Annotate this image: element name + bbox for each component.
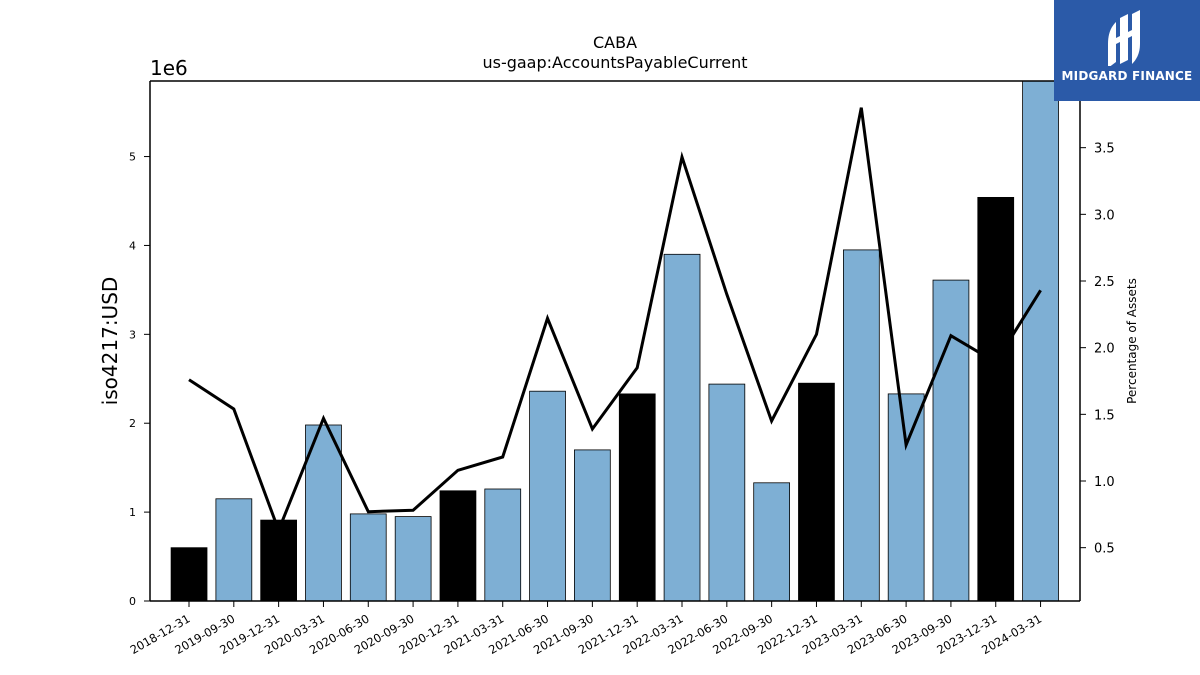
y-offset-label: 1e6 bbox=[150, 56, 188, 80]
bar-2020-09-30 bbox=[394, 516, 432, 602]
y2-tick-label: 0.5 bbox=[1094, 542, 1115, 557]
y2-tick-label: 2.0 bbox=[1094, 342, 1115, 357]
bar-2022-12-31 bbox=[798, 382, 835, 602]
y2-tick-label: 2.5 bbox=[1094, 275, 1115, 290]
bar-2019-09-30 bbox=[215, 498, 253, 602]
y-tick-label: 2 bbox=[129, 417, 136, 430]
bar-2020-06-30 bbox=[349, 513, 387, 602]
bar-2020-03-31 bbox=[305, 424, 342, 602]
y2-tick-label: 1.0 bbox=[1094, 475, 1115, 490]
bar-2023-03-31 bbox=[843, 249, 880, 602]
y-tick-label: 0 bbox=[129, 595, 136, 608]
y-tick-label: 5 bbox=[129, 151, 136, 164]
line-layer bbox=[188, 107, 1042, 535]
bar-2021-03-31 bbox=[484, 488, 522, 602]
bar-2022-03-31 bbox=[663, 253, 701, 602]
bar-2020-12-31 bbox=[439, 490, 477, 602]
midgard-finance-logo: MIDGARD FINANCE bbox=[1054, 0, 1200, 101]
bar-2023-06-30 bbox=[887, 393, 925, 602]
chart-subtitle: us-gaap:AccountsPayableCurrent bbox=[482, 53, 747, 72]
chart-title: CABA bbox=[593, 33, 637, 52]
bar-2021-06-30 bbox=[529, 390, 566, 602]
bars bbox=[170, 80, 1059, 602]
bar-2021-09-30 bbox=[574, 449, 611, 602]
bar-2023-12-31 bbox=[977, 196, 1015, 602]
bar-2024-03-31 bbox=[1022, 80, 1059, 602]
bar-2022-09-30 bbox=[753, 482, 791, 602]
percentage-of-assets-line bbox=[188, 107, 1042, 535]
y-tick-label: 1 bbox=[129, 506, 136, 519]
bar-2018-12-31 bbox=[170, 547, 208, 602]
y2-tick-label: 1.5 bbox=[1094, 408, 1115, 423]
y-tick-label: 3 bbox=[129, 328, 136, 341]
y2-tick-label: 3.0 bbox=[1094, 208, 1115, 223]
y2-tick-label: 3.5 bbox=[1094, 142, 1115, 157]
midgard-logo-mark-icon bbox=[1108, 10, 1140, 66]
bar-2022-06-30 bbox=[708, 383, 746, 602]
bar-2021-12-31 bbox=[618, 393, 656, 602]
y-tick-label: 4 bbox=[129, 239, 136, 252]
bar-2023-09-30 bbox=[932, 279, 970, 602]
y-axis-label: iso4217:USD bbox=[98, 277, 122, 406]
y2-axis-label: Percentage of Assets bbox=[1125, 278, 1139, 404]
logo-text: MIDGARD FINANCE bbox=[1061, 69, 1193, 83]
